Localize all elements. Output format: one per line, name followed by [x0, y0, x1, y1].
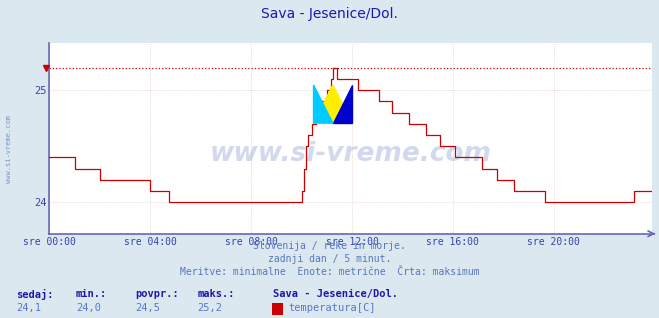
Text: min.:: min.: [76, 289, 107, 299]
Polygon shape [314, 85, 352, 123]
Polygon shape [333, 85, 352, 123]
Text: temperatura[C]: temperatura[C] [288, 303, 376, 314]
Text: www.si-vreme.com: www.si-vreme.com [210, 141, 492, 167]
Text: www.si-vreme.com: www.si-vreme.com [5, 115, 12, 183]
Text: 24,5: 24,5 [135, 303, 160, 314]
Text: sedaj:: sedaj: [16, 289, 54, 300]
Polygon shape [314, 85, 333, 123]
Text: 25,2: 25,2 [198, 303, 223, 314]
Text: Sava - Jesenice/Dol.: Sava - Jesenice/Dol. [273, 289, 399, 299]
Text: Meritve: minimalne  Enote: metrične  Črta: maksimum: Meritve: minimalne Enote: metrične Črta:… [180, 267, 479, 277]
Text: 24,0: 24,0 [76, 303, 101, 314]
Text: 24,1: 24,1 [16, 303, 42, 314]
Text: Sava - Jesenice/Dol.: Sava - Jesenice/Dol. [261, 7, 398, 21]
Text: maks.:: maks.: [198, 289, 235, 299]
Text: povpr.:: povpr.: [135, 289, 179, 299]
Text: zadnji dan / 5 minut.: zadnji dan / 5 minut. [268, 254, 391, 264]
Text: Slovenija / reke in morje.: Slovenija / reke in morje. [253, 241, 406, 252]
